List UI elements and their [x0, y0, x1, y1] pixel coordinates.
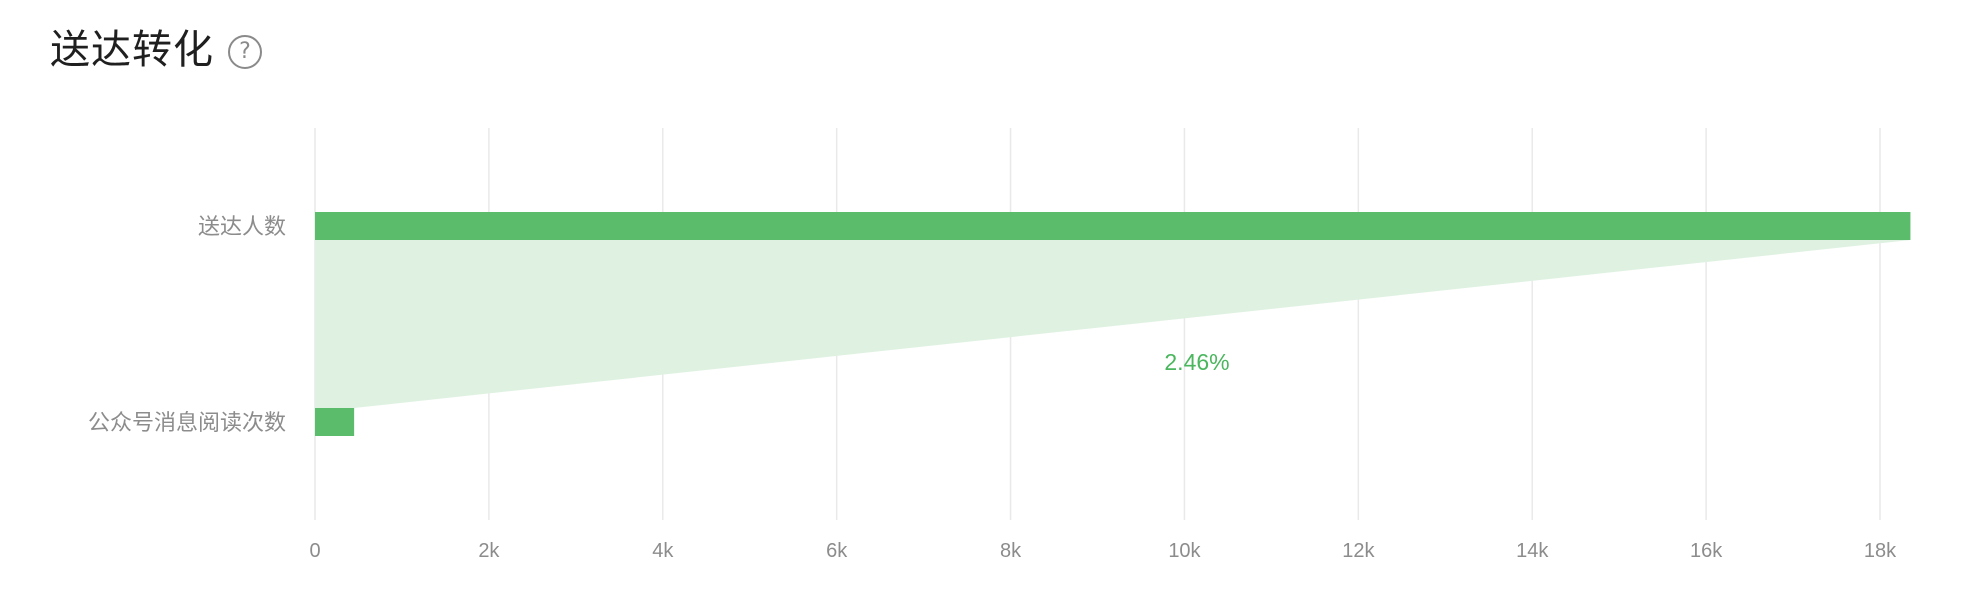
x-tick-label: 18k	[1864, 540, 1897, 562]
x-tick-label: 0	[309, 540, 320, 562]
bar-1	[315, 408, 355, 436]
category-label: 送达人数	[198, 215, 286, 240]
chart-header: 送达转化 ?	[50, 22, 262, 78]
x-tick-label: 12k	[1342, 540, 1375, 562]
x-tick-label: 4k	[652, 540, 674, 562]
category-label: 公众号消息阅读次数	[88, 411, 286, 436]
x-tick-label: 16k	[1690, 540, 1723, 562]
question-circle-icon[interactable]: ?	[228, 35, 262, 69]
x-tick-label: 8k	[1000, 540, 1022, 562]
x-tick-label: 14k	[1516, 540, 1549, 562]
conversion-funnel-area	[315, 240, 1911, 408]
x-tick-label: 2k	[478, 540, 500, 562]
bar-0	[315, 212, 1911, 240]
x-tick-label: 6k	[826, 540, 848, 562]
chart-title: 送达转化	[50, 27, 214, 73]
conversion-rate-label: 2.46%	[1164, 349, 1229, 375]
x-tick-label: 10k	[1168, 540, 1201, 562]
